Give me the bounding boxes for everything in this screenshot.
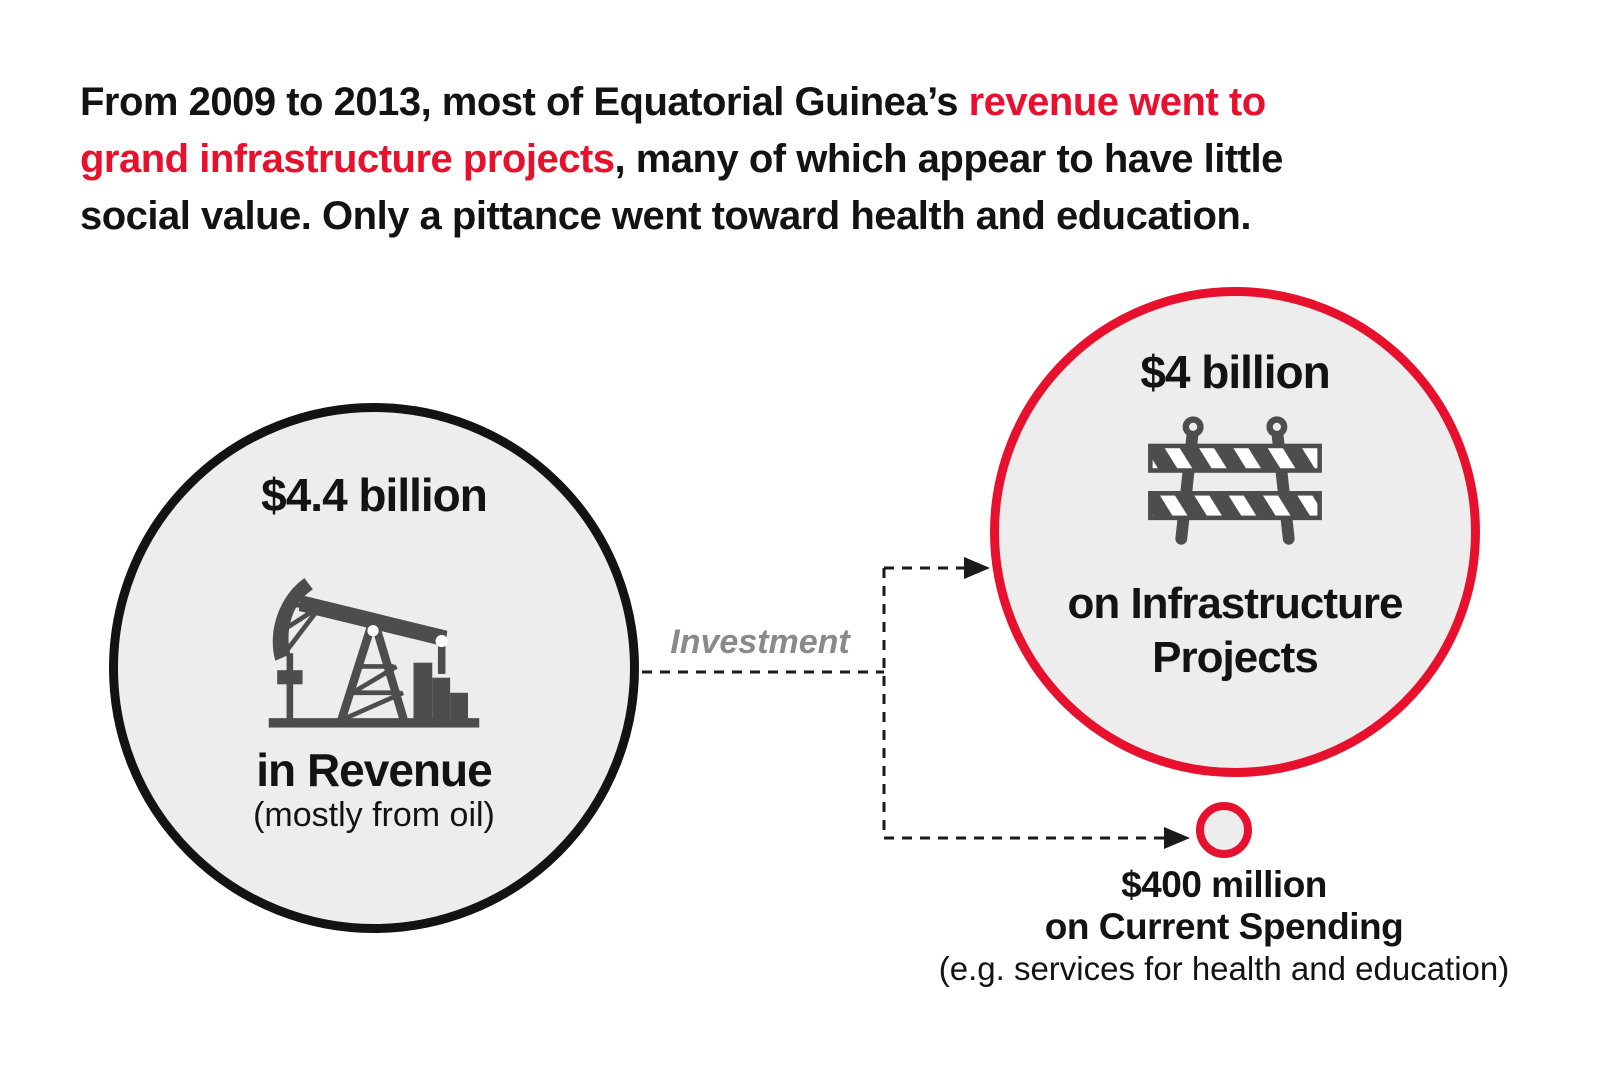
headline-line2-red: grand infrastructure projects bbox=[80, 137, 615, 181]
infrastructure-amount: $4 billion bbox=[1140, 346, 1330, 398]
revenue-amount: $4.4 billion bbox=[261, 469, 488, 521]
infrastructure-label: on Infrastructure Projects bbox=[999, 577, 1471, 685]
headline-line1-black: From 2009 to 2013, most of Equatorial Gu… bbox=[80, 80, 969, 124]
headline-line3-black: social value. Only a pittance went towar… bbox=[80, 194, 1251, 238]
headline-line-1: From 2009 to 2013, most of Equatorial Gu… bbox=[80, 74, 1520, 131]
infrastructure-circle: $4 billion on Infrastructure Projects bbox=[990, 287, 1480, 777]
infrastructure-label-line2: Projects bbox=[1152, 633, 1319, 682]
revenue-circle: $4.4 billion bbox=[109, 403, 639, 933]
pumpjack-horsehead bbox=[272, 578, 313, 661]
barrier-rail-bottom bbox=[1148, 491, 1322, 521]
headline-line-3: social value. Only a pittance went towar… bbox=[80, 188, 1520, 245]
construction-barrier-icon bbox=[1148, 416, 1322, 545]
headline-line-2: grand infrastructure projects, many of w… bbox=[80, 131, 1520, 188]
headline: From 2009 to 2013, most of Equatorial Gu… bbox=[80, 74, 1520, 245]
pumpjack-beam bbox=[298, 595, 448, 647]
headline-line1-red: revenue went to bbox=[968, 80, 1267, 124]
current-spending-circle bbox=[1196, 802, 1252, 858]
arrowhead-infrastructure-icon bbox=[964, 557, 990, 579]
current-spending-amount: $400 million bbox=[1121, 864, 1327, 905]
oil-pumpjack-icon bbox=[268, 578, 480, 728]
arrowhead-current-spending-icon bbox=[1164, 827, 1190, 849]
revenue-sublabel: (mostly from oil) bbox=[253, 796, 495, 834]
revenue-label: in Revenue bbox=[256, 744, 492, 796]
headline-line2-black: , many of which appear to have little bbox=[614, 137, 1284, 181]
infrastructure-label-line1: on Infrastructure bbox=[1067, 579, 1403, 628]
current-spending-block: $400 million on Current Spending (e.g. s… bbox=[902, 864, 1546, 990]
current-spending-sublabel: (e.g. services for health and education) bbox=[938, 950, 1510, 987]
investment-flow-label: Investment bbox=[670, 623, 850, 661]
barrier-rail-top bbox=[1148, 443, 1322, 473]
current-spending-label: on Current Spending bbox=[1044, 906, 1404, 947]
